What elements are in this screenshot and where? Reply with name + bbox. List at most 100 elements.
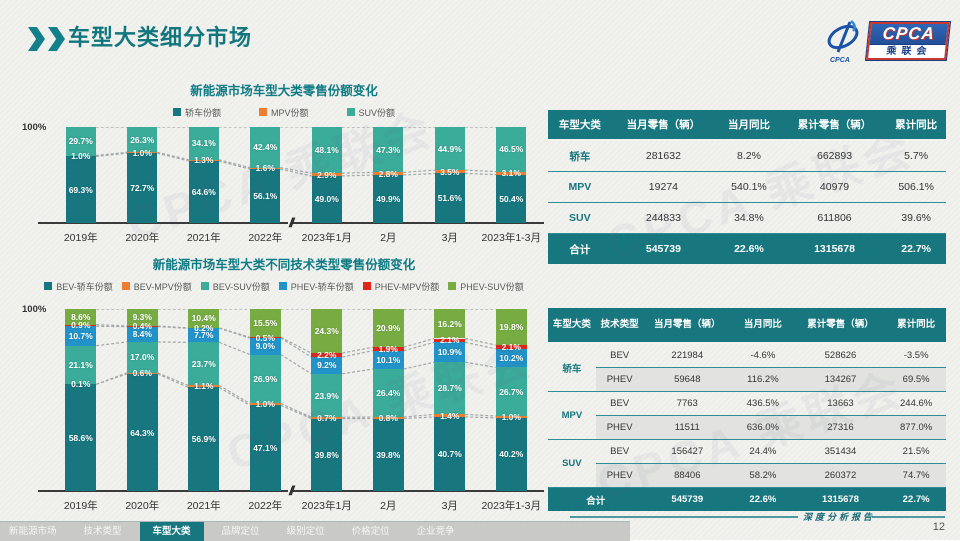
bar-segment-value: 20.9% bbox=[361, 323, 416, 333]
bar-segment-value: 10.2% bbox=[484, 353, 539, 363]
value-cell: 260372 bbox=[795, 464, 887, 488]
table-header-cell: 车型大类 bbox=[548, 110, 612, 140]
cpca-logo-text: CPCA bbox=[870, 24, 948, 44]
total-cell: 22.6% bbox=[715, 234, 783, 265]
bar-segment-value: 26.9% bbox=[238, 374, 293, 384]
footer-tab-技术类型[interactable]: 技术类型 bbox=[75, 522, 131, 541]
table-header-cell: 累计零售（辆） bbox=[795, 308, 887, 343]
value-cell: 662893 bbox=[783, 140, 886, 172]
bar-segment-value: 19.8% bbox=[484, 322, 539, 332]
legend-item: BEV-轿车份额 bbox=[44, 280, 113, 293]
title-chevrons-icon bbox=[28, 27, 65, 51]
footer-tab-级别定位[interactable]: 级别定位 bbox=[278, 522, 334, 541]
bar-segment-value: 2.8% bbox=[361, 169, 415, 179]
legend-color-chip bbox=[173, 108, 181, 116]
total-cell: 合计 bbox=[548, 488, 644, 512]
tech-type-cell: BEV bbox=[596, 343, 644, 368]
footer-tab-车型大类[interactable]: 车型大类 bbox=[140, 522, 204, 541]
chart1-y-max-label: 100% bbox=[22, 122, 46, 133]
bar-segment-value: 10.7% bbox=[53, 331, 108, 341]
tech-type-cell: PHEV bbox=[596, 464, 644, 488]
bar-segment-value: 10.9% bbox=[422, 347, 477, 357]
total-cell: 545739 bbox=[644, 488, 732, 512]
page-number: 12 bbox=[905, 521, 945, 533]
bars-layer: 58.6%0.1%21.1%10.7%0.9%8.6%64.3%0.6%17.0… bbox=[50, 309, 542, 491]
legend-item: MPV份额 bbox=[259, 106, 309, 119]
chart1-title: 新能源市场车型大类零售份额变化 bbox=[22, 80, 546, 96]
x-axis-category-label: 2月 bbox=[358, 498, 420, 513]
total-cell: 22.7% bbox=[886, 488, 946, 512]
category-cell: 轿车 bbox=[548, 140, 612, 172]
bar-segment-value: 0.6% bbox=[115, 368, 170, 378]
bar-segment-value: 15.5% bbox=[238, 318, 293, 328]
value-cell: -4.6% bbox=[731, 343, 795, 368]
legend-color-chip bbox=[201, 282, 209, 290]
bar-segment-value: 40.2% bbox=[484, 449, 539, 459]
bars-layer: 69.3%1.0%29.7%72.7%1.0%26.3%64.6%1.3%34.… bbox=[50, 127, 542, 223]
legend-color-chip bbox=[259, 108, 267, 116]
legend-color-chip bbox=[44, 282, 52, 290]
value-cell: 27316 bbox=[795, 416, 887, 440]
bar-segment-value: 0.7% bbox=[299, 413, 354, 423]
bar-segment-value: 26.3% bbox=[115, 135, 169, 145]
value-cell: 24.4% bbox=[731, 440, 795, 464]
legend-label: BEV-MPV份额 bbox=[134, 280, 192, 293]
bar-segment-value: 2.9% bbox=[300, 170, 354, 180]
legend-label: BEV-轿车份额 bbox=[56, 280, 113, 293]
bar-segment-value: 24.3% bbox=[299, 326, 354, 336]
value-cell: 244833 bbox=[612, 203, 715, 234]
svg-text:CPCA: CPCA bbox=[830, 57, 850, 64]
table-header-cell: 当月零售（辆） bbox=[612, 110, 715, 140]
tech-type-cell: PHEV bbox=[596, 368, 644, 392]
value-cell: 40979 bbox=[783, 172, 886, 203]
bar-segment-value: 0.4% bbox=[115, 321, 170, 331]
legend-item: PHEV-轿车份额 bbox=[279, 280, 354, 293]
bar-segment-value: 3.1% bbox=[484, 168, 538, 178]
axis-break-mark: // bbox=[288, 214, 293, 232]
bar-segment-value: 3.5% bbox=[423, 167, 477, 177]
bar-segment-value: 72.7% bbox=[115, 183, 169, 193]
x-axis-category-label: 2023年1-3月 bbox=[481, 498, 543, 513]
footer-tab-新能源市场[interactable]: 新能源市场 bbox=[0, 522, 66, 541]
value-cell: 7763 bbox=[644, 392, 732, 416]
value-cell: 877.0% bbox=[886, 416, 946, 440]
legend-label: PHEV-轿车份额 bbox=[291, 280, 354, 293]
value-cell: 13663 bbox=[795, 392, 887, 416]
x-axis-category-label: 2019年 bbox=[50, 230, 112, 245]
bar-segment-value: 46.5% bbox=[484, 144, 538, 154]
bar-segment-value: 10.4% bbox=[176, 313, 231, 323]
x-axis-category-label: 2023年1月 bbox=[296, 230, 358, 245]
value-cell: 281632 bbox=[612, 140, 715, 172]
legend-item: BEV-MPV份额 bbox=[122, 280, 192, 293]
x-axis-category-label: 2021年 bbox=[173, 498, 235, 513]
cpca-logo: CPCA CPCA 乘联会 bbox=[822, 16, 948, 66]
legend-color-chip bbox=[347, 108, 355, 116]
value-cell: 540.1% bbox=[715, 172, 783, 203]
bar-segment-value: 23.7% bbox=[176, 359, 231, 369]
footer-tab-企业竞争[interactable]: 企业竞争 bbox=[408, 522, 464, 541]
bar-segment-value: 1.6% bbox=[238, 163, 292, 173]
legend-item: PHEV-MPV份额 bbox=[363, 280, 440, 293]
chevron-icon bbox=[48, 27, 65, 51]
value-cell: 116.2% bbox=[731, 368, 795, 392]
bar-segment-value: 69.3% bbox=[54, 185, 108, 195]
bar-segment-value: 28.7% bbox=[422, 383, 477, 393]
cpca-logo-chinese: 乘联会 bbox=[868, 44, 945, 58]
footer-tab-品牌定位[interactable]: 品牌定位 bbox=[213, 522, 269, 541]
table-header-cell: 累计零售（辆） bbox=[783, 110, 886, 140]
bar-segment-value: 2.2% bbox=[299, 350, 354, 360]
value-cell: 88406 bbox=[644, 464, 732, 488]
bar-segment-value: 56.1% bbox=[238, 191, 292, 201]
footer-tab-价格定位[interactable]: 价格定位 bbox=[343, 522, 399, 541]
category-cell: 轿车 bbox=[548, 343, 596, 392]
